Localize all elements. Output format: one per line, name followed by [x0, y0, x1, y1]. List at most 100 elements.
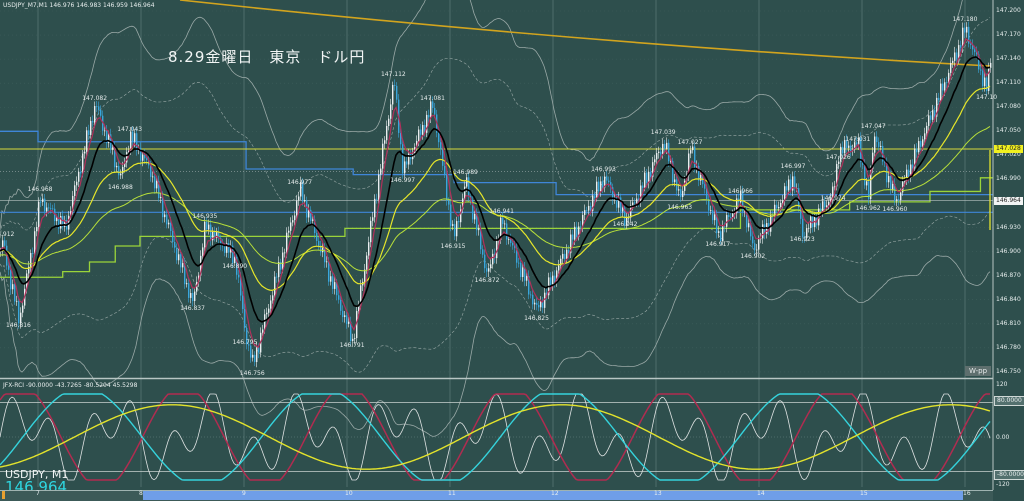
candle-down: [140, 147, 142, 161]
candle-down: [510, 239, 512, 243]
candle-down: [864, 164, 866, 186]
candle-up: [28, 266, 30, 274]
candle-down: [4, 240, 6, 246]
candle-down: [724, 226, 726, 227]
candle-up: [628, 217, 630, 219]
candle-up: [116, 165, 118, 168]
candle-up: [282, 252, 284, 270]
candle-down: [862, 161, 864, 165]
candle-up: [880, 145, 882, 147]
candle-up: [588, 205, 590, 211]
extreme-price-label: 146.941: [489, 207, 514, 215]
candle-down: [538, 304, 540, 308]
candle-up: [266, 312, 268, 315]
candle-down: [150, 165, 152, 177]
extreme-price-label: 146.962: [855, 204, 881, 212]
candle-down: [162, 196, 164, 218]
candle-down: [680, 189, 682, 198]
candle-up: [622, 207, 624, 212]
candle-up: [426, 114, 428, 133]
candle-down: [960, 45, 962, 48]
candle-up: [2, 240, 4, 252]
candle-down: [394, 84, 396, 86]
bollinger-bands: [0, 0, 991, 437]
candle-down: [170, 222, 172, 231]
extreme-price-label: 147.112: [380, 70, 406, 78]
candle-up: [526, 276, 528, 281]
candle-down: [624, 207, 626, 226]
candle-up: [294, 215, 296, 221]
candle-up: [654, 159, 656, 163]
candle-up: [168, 222, 170, 225]
candle-up: [822, 201, 824, 212]
candle-up: [762, 224, 764, 239]
time-tick-label: 8: [139, 490, 143, 497]
price-tick-label: 147.110: [996, 79, 1021, 87]
candle-up: [64, 220, 66, 227]
candle-up: [560, 258, 562, 266]
candle-down: [794, 176, 796, 189]
extreme-price-label: 146.974: [820, 195, 846, 203]
candle-down: [542, 301, 544, 308]
candle-down: [934, 110, 936, 117]
candle-up: [778, 206, 780, 209]
scrollbar-thumb[interactable]: [143, 491, 963, 500]
extreme-price-label: 146.997: [390, 176, 416, 184]
candle-up: [304, 199, 306, 202]
candle-down: [280, 261, 282, 270]
candle-up: [124, 162, 126, 167]
extreme-price-label: 146.890: [222, 262, 248, 270]
candle-down: [916, 148, 918, 153]
candle-up: [380, 168, 382, 175]
extreme-price-label: 147.082: [82, 94, 108, 102]
candle-up: [830, 198, 832, 202]
candle-up: [828, 201, 830, 206]
candle-up: [806, 228, 808, 238]
candle-up: [500, 217, 502, 240]
candle-down: [976, 52, 978, 55]
time-tick-label: 11: [448, 490, 456, 497]
candle-up: [278, 261, 280, 278]
candle-down: [698, 165, 700, 181]
candle-down: [254, 354, 256, 363]
extreme-price-label: 146.997: [780, 162, 806, 170]
candle-down: [620, 197, 622, 212]
candle-down: [258, 347, 260, 353]
candle-down: [218, 232, 220, 239]
extreme-price-label: 146.872: [474, 277, 500, 285]
candle-down: [530, 294, 532, 296]
current-price-box: 146.964: [994, 197, 1023, 205]
candle-down: [154, 176, 156, 189]
candle-up: [682, 190, 684, 198]
candle-down: [80, 171, 82, 174]
candle-up: [256, 347, 258, 363]
candle-up: [104, 130, 106, 132]
candle-down: [528, 276, 530, 295]
candle-up: [34, 231, 36, 254]
candle-up: [626, 217, 628, 226]
candle-up: [652, 162, 654, 178]
candle-up: [126, 152, 128, 163]
green-step-line: [0, 177, 993, 278]
candle-up: [832, 186, 834, 199]
candle-up: [334, 282, 336, 289]
candle-up: [358, 304, 360, 312]
price-tick-label: 146.840: [996, 295, 1021, 303]
candle-down: [850, 145, 852, 151]
candle-up: [268, 308, 270, 313]
candle-down: [506, 223, 508, 240]
candle-down: [176, 247, 178, 261]
candle-up: [164, 214, 166, 218]
chart-title: 8.29金曜日 東京 ドル円: [168, 48, 366, 66]
candle-up: [368, 242, 370, 256]
candle-up: [690, 150, 692, 154]
candle-up: [570, 234, 572, 254]
candle-down: [472, 199, 474, 220]
candle-down: [520, 262, 522, 278]
candle-up: [834, 186, 836, 188]
candle-up: [618, 197, 620, 208]
bollinger-lower: [0, 255, 991, 437]
candle-up: [344, 315, 346, 318]
candle-up: [430, 101, 432, 118]
